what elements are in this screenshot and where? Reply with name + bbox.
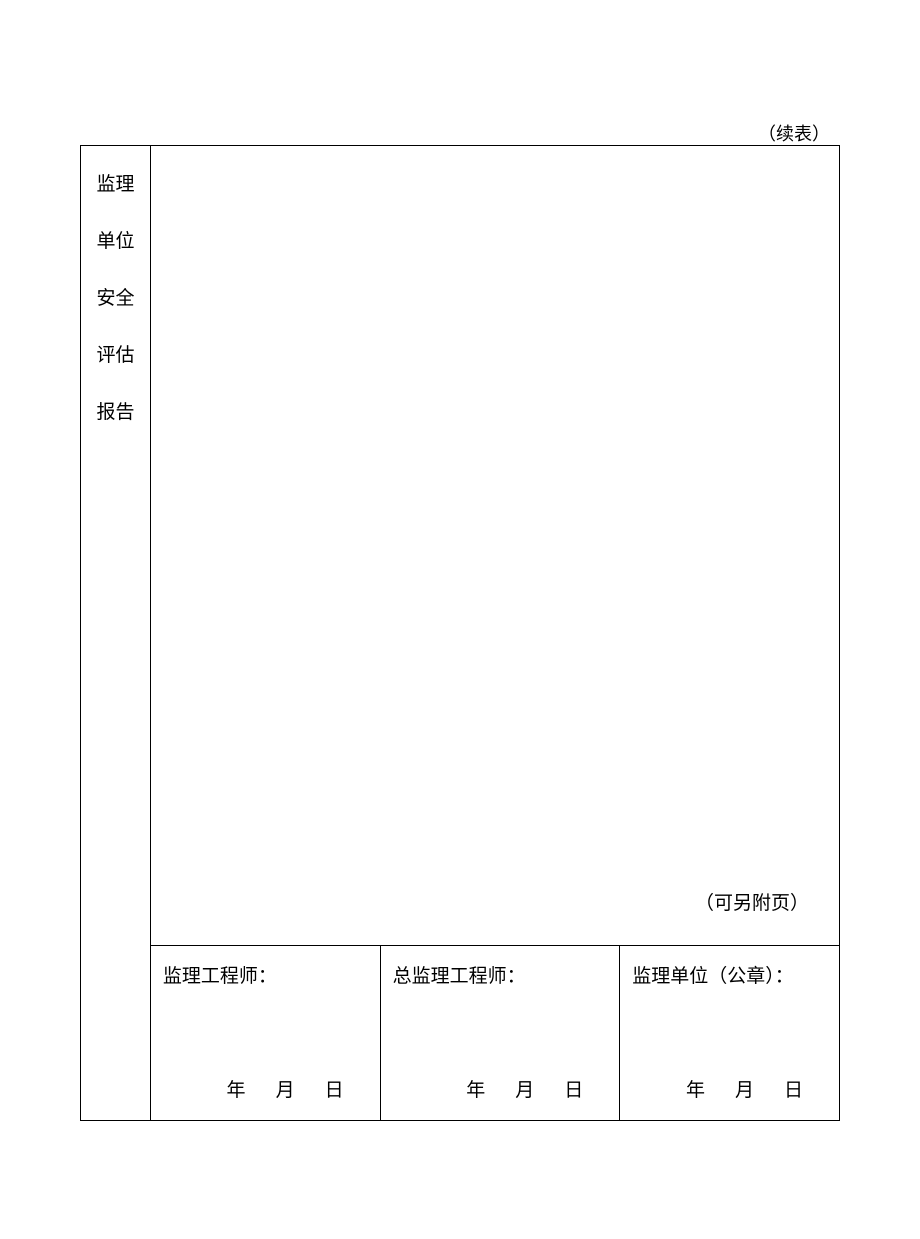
date-month-1: 月 xyxy=(276,1080,297,1101)
signature-label-chief: 总监理工程师： xyxy=(393,961,608,988)
header-line-1: 监理 xyxy=(96,156,134,213)
date-line-chief: 年月日 xyxy=(452,1075,599,1102)
date-line-engineer: 年月日 xyxy=(213,1075,360,1102)
signature-label-engineer: 监理工程师： xyxy=(163,961,368,988)
date-day-3: 日 xyxy=(784,1080,805,1101)
header-line-4: 评估 xyxy=(96,327,134,384)
date-year-1: 年 xyxy=(227,1080,248,1101)
signature-label-unit: 监理单位（公章）： xyxy=(632,961,827,988)
signature-row: 监理工程师： 年 月 日 总监理工程师： 年 月 日 监理单位（公章）： 年 月 日 xyxy=(81,946,840,1121)
date-year-3: 年 xyxy=(686,1080,707,1101)
main-content-area: （可另附页） xyxy=(150,146,839,946)
date-month-2: 月 xyxy=(515,1080,536,1101)
date-year-2: 年 xyxy=(466,1080,487,1101)
form-table: 监理 单位 安全 评估 报告 （可另附页） 监理工程师： 年 月 日 总监理工程师： xyxy=(80,145,840,1121)
row-header-text: 监理 单位 安全 评估 报告 xyxy=(96,156,134,441)
date-day-1: 日 xyxy=(325,1080,346,1101)
header-line-2: 单位 xyxy=(96,213,134,270)
row-header-cell: 监理 单位 安全 评估 报告 xyxy=(81,146,151,1121)
signature-cell-engineer: 监理工程师： 年 月 日 xyxy=(150,946,380,1121)
signature-cell-chief: 总监理工程师： 年 月 日 xyxy=(380,946,620,1121)
attachment-note: （可另附页） xyxy=(695,888,809,915)
continue-label: （续表） xyxy=(758,120,830,146)
main-row: 监理 单位 安全 评估 报告 （可另附页） xyxy=(81,146,840,946)
header-line-3: 安全 xyxy=(96,270,134,327)
header-line-5: 报告 xyxy=(96,384,134,441)
date-day-2: 日 xyxy=(564,1080,585,1101)
date-month-3: 月 xyxy=(735,1080,756,1101)
date-line-unit: 年月日 xyxy=(672,1075,819,1102)
page-container: （续表） 监理 单位 安全 评估 报告 （可另附页） 监理工程师： 年 月 日 xyxy=(0,0,920,1239)
signature-cell-unit: 监理单位（公章）： 年 月 日 xyxy=(620,946,840,1121)
